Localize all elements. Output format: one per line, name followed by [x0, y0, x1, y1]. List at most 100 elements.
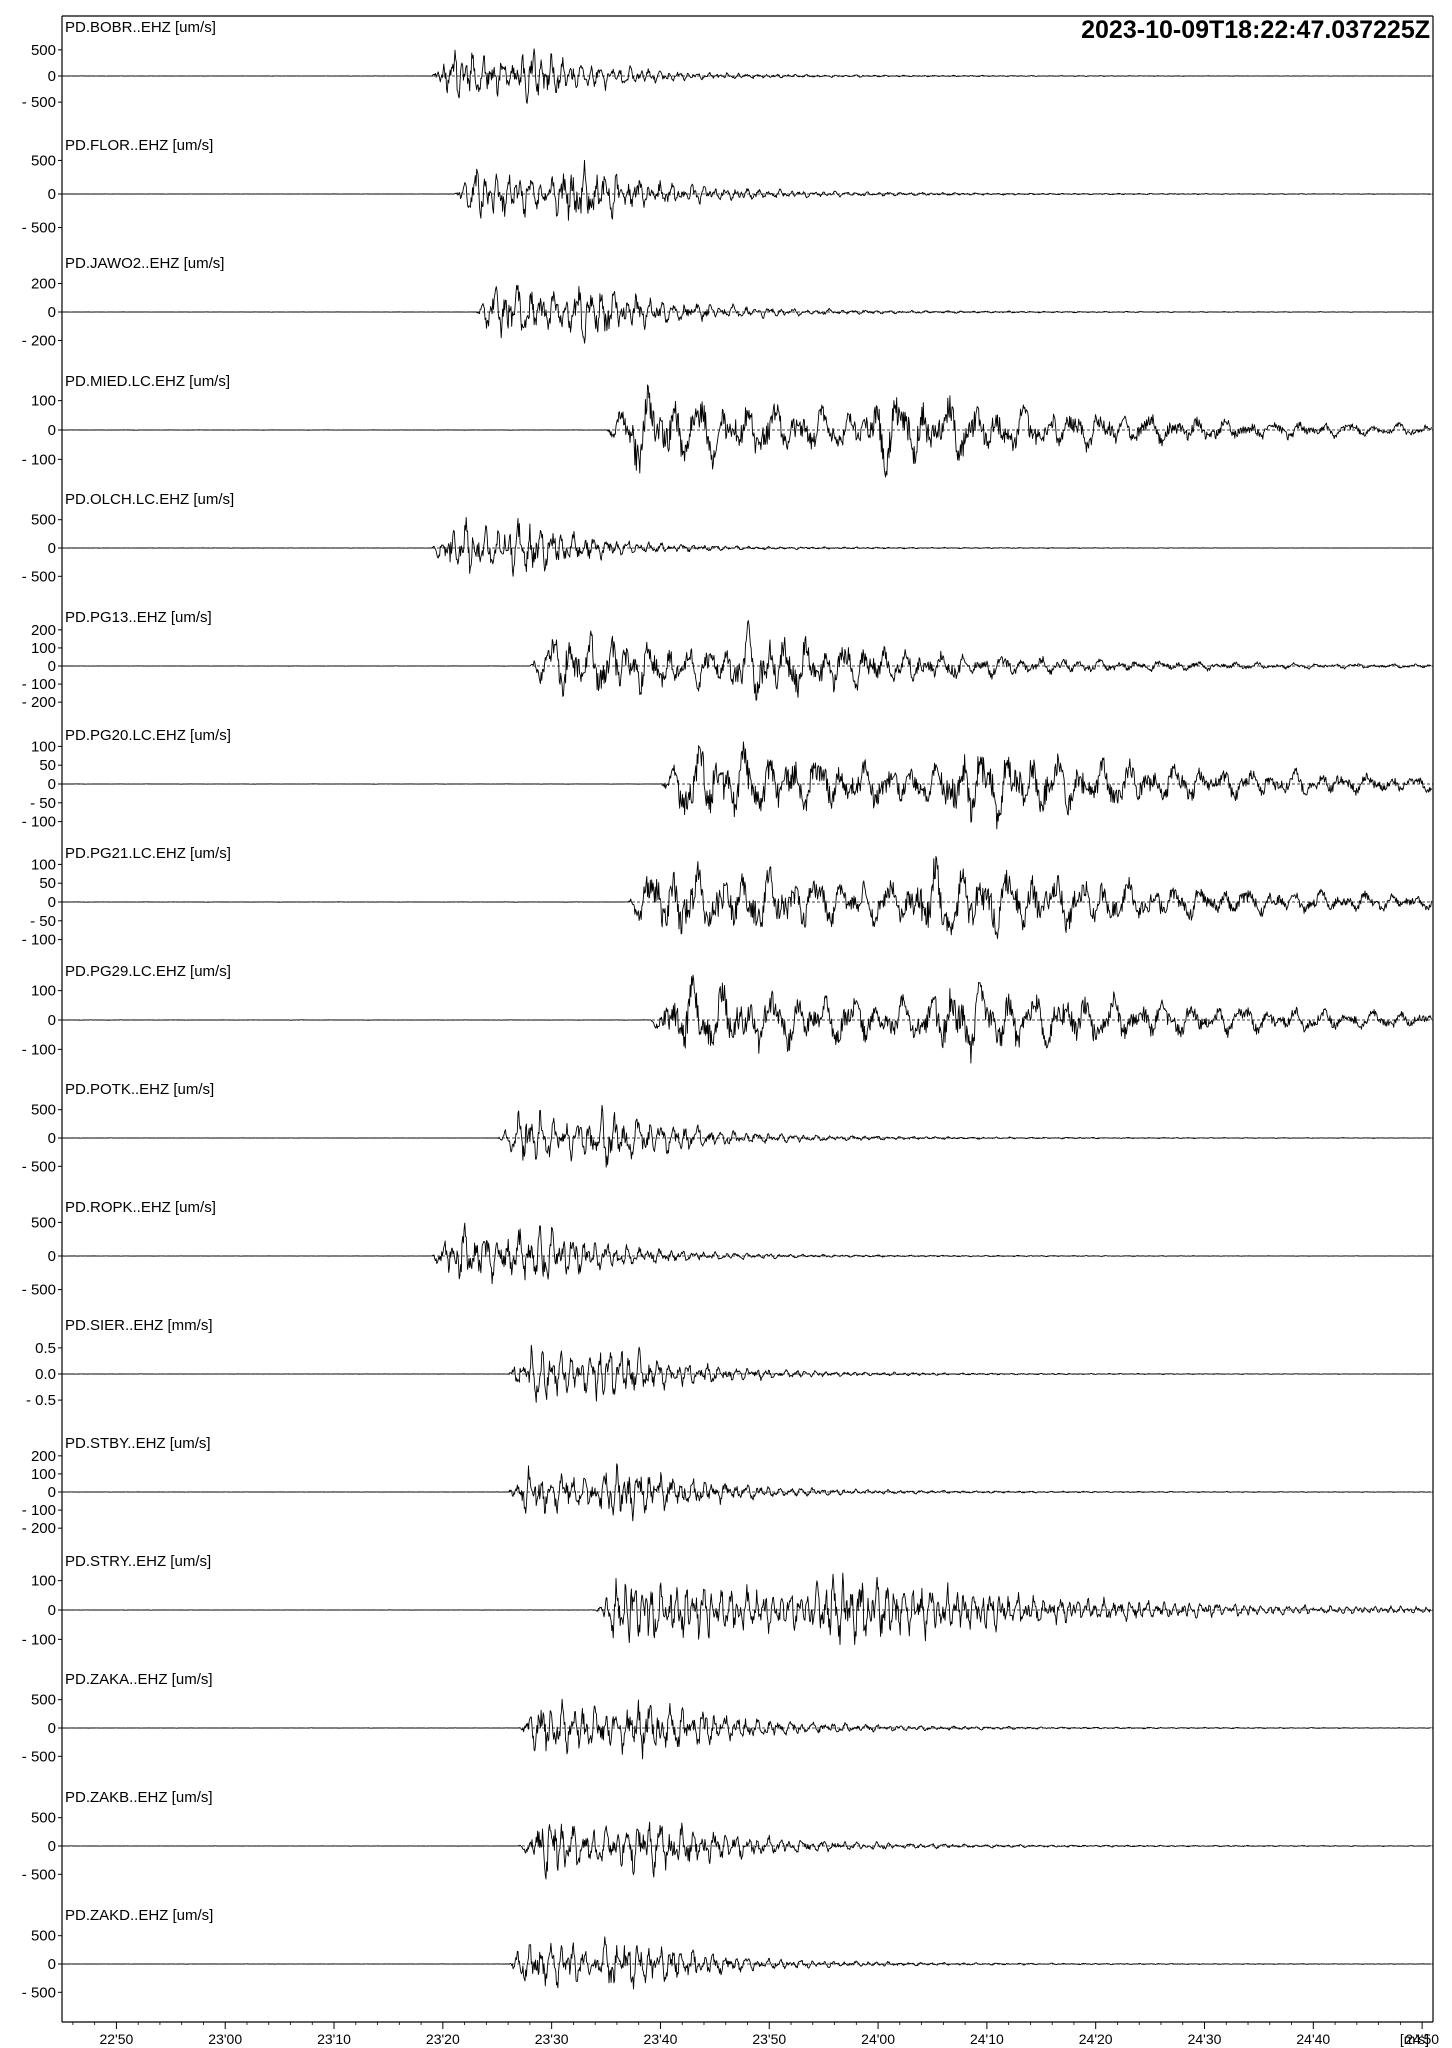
trace-label: PD.PG29.LC.EHZ [um/s]: [65, 963, 231, 980]
y-tick-label: - 500: [22, 1866, 56, 1883]
y-tick-label: - 100: [22, 1502, 56, 1519]
waveform-trace: [62, 1344, 1432, 1403]
y-tick-label: 100: [31, 738, 56, 755]
y-tick-label: - 500: [22, 220, 56, 237]
waveform-trace: [63, 974, 1432, 1064]
trace-label: PD.PG21.LC.EHZ [um/s]: [65, 845, 231, 862]
y-tick-label: 500: [31, 1928, 56, 1945]
waveform-trace: [62, 1936, 1432, 1990]
x-tick-label: 24'20: [1079, 2031, 1113, 2047]
y-tick-label: 0: [48, 1838, 56, 1855]
y-tick-label: 0: [48, 1248, 56, 1265]
trace-label: PD.STRY..EHZ [um/s]: [65, 1553, 211, 1570]
y-tick-label: 0: [48, 1956, 56, 1973]
x-tick-label: 23'20: [426, 2031, 460, 2047]
x-tick-label: 23'00: [208, 2031, 242, 2047]
y-tick-label: - 50: [30, 913, 56, 930]
waveform-trace: [63, 517, 1432, 577]
y-tick-label: 100: [31, 1573, 56, 1590]
y-tick-label: - 100: [22, 932, 56, 949]
y-tick-label: 500: [31, 152, 56, 169]
y-tick-label: - 500: [22, 94, 56, 111]
y-tick-label: 500: [31, 1214, 56, 1231]
y-tick-label: - 500: [22, 568, 56, 585]
trace-label: PD.ROPK..EHZ [um/s]: [65, 1199, 216, 1216]
y-tick-label: - 500: [22, 1282, 56, 1299]
y-tick-label: 200: [31, 1448, 56, 1465]
y-tick-label: 0: [48, 1484, 56, 1501]
y-tick-label: 0.0: [35, 1366, 56, 1383]
trace-label: PD.PG13..EHZ [um/s]: [65, 609, 212, 626]
y-tick-label: 200: [31, 622, 56, 639]
y-tick-label: 500: [31, 42, 56, 59]
y-tick-label: 500: [31, 1810, 56, 1827]
waveform-trace: [62, 741, 1432, 830]
x-tick-label: 23'50: [752, 2031, 786, 2047]
trace-label: PD.OLCH.LC.EHZ [um/s]: [65, 491, 234, 508]
trace-label: PD.STBY..EHZ [um/s]: [65, 1435, 211, 1452]
event-timestamp: 2023-10-09T18:22:47.037225Z: [1081, 16, 1430, 44]
trace-label: PD.ZAKB..EHZ [um/s]: [65, 1789, 213, 1806]
y-tick-label: 0: [48, 540, 56, 557]
y-tick-label: 0: [48, 658, 56, 675]
waveform-trace: [62, 1572, 1432, 1645]
y-tick-label: - 200: [22, 694, 56, 711]
y-tick-label: 500: [31, 1102, 56, 1119]
y-tick-label: 500: [31, 1692, 56, 1709]
y-tick-label: 0: [48, 68, 56, 85]
trace-label: PD.ZAKA..EHZ [um/s]: [65, 1671, 213, 1688]
x-tick-label: 24'40: [1296, 2031, 1330, 2047]
trace-label: PD.POTK..EHZ [um/s]: [65, 1081, 214, 1098]
waveform-trace: [63, 1463, 1432, 1522]
trace-label: PD.MIED.LC.EHZ [um/s]: [65, 373, 230, 390]
y-tick-label: 0: [48, 776, 56, 793]
trace-label: PD.BOBR..EHZ [um/s]: [65, 19, 216, 36]
x-tick-label: 24'00: [861, 2031, 895, 2047]
y-tick-label: 50: [39, 875, 56, 892]
y-tick-label: - 500: [22, 1748, 56, 1765]
y-tick-label: - 100: [22, 1631, 56, 1648]
y-tick-label: 0: [48, 1012, 56, 1029]
y-tick-label: 0: [48, 1602, 56, 1619]
waveform-trace: [63, 284, 1432, 344]
y-tick-label: 0: [48, 422, 56, 439]
y-tick-label: 100: [31, 393, 56, 410]
y-tick-label: - 100: [22, 451, 56, 468]
y-tick-label: - 500: [22, 1158, 56, 1175]
y-tick-label: - 50: [30, 795, 56, 812]
trace-label: PD.JAWO2..EHZ [um/s]: [65, 255, 224, 272]
y-tick-label: - 200: [22, 1520, 56, 1537]
y-tick-label: - 200: [22, 332, 56, 349]
y-tick-label: 100: [31, 856, 56, 873]
y-tick-label: - 0.5: [26, 1392, 56, 1409]
y-tick-label: 100: [31, 640, 56, 657]
waveform-trace: [62, 1222, 1432, 1285]
y-tick-label: - 500: [22, 1984, 56, 2001]
waveform-trace: [63, 855, 1432, 940]
y-tick-label: - 100: [22, 676, 56, 693]
y-tick-label: 0: [48, 894, 56, 911]
y-tick-label: 100: [31, 983, 56, 1000]
y-tick-label: 0: [48, 1720, 56, 1737]
x-tick-label: 22'50: [99, 2031, 133, 2047]
waveform-trace: [62, 384, 1432, 478]
y-tick-label: 0.5: [35, 1340, 56, 1357]
y-tick-label: 0: [48, 1130, 56, 1147]
trace-label: PD.SIER..EHZ [mm/s]: [65, 1317, 213, 1334]
trace-label: PD.FLOR..EHZ [um/s]: [65, 137, 213, 154]
y-tick-label: 0: [48, 186, 56, 203]
waveform-trace: [62, 48, 1432, 104]
waveform-trace: [62, 620, 1432, 701]
y-tick-label: 200: [31, 276, 56, 293]
y-tick-label: 50: [39, 757, 56, 774]
y-tick-label: 0: [48, 304, 56, 321]
trace-label: PD.PG20.LC.EHZ [um/s]: [65, 727, 231, 744]
x-tick-label: 24'10: [970, 2031, 1004, 2047]
waveform-trace: [63, 1104, 1432, 1168]
y-tick-label: 100: [31, 1466, 56, 1483]
y-tick-label: - 100: [22, 814, 56, 831]
waveform-trace: [62, 1821, 1432, 1880]
x-unit-label: [m's]: [1400, 2031, 1429, 2047]
y-tick-label: 500: [31, 512, 56, 529]
